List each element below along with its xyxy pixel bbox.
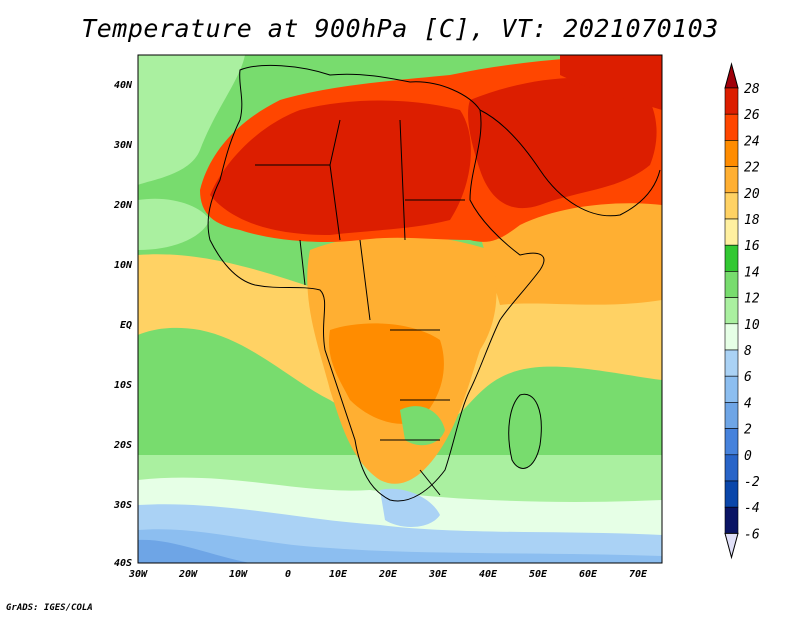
- lat-label: 30N: [113, 140, 133, 151]
- colorbar-top-arrow: [724, 62, 739, 89]
- lat-label: 20N: [113, 200, 133, 211]
- colorbar-swatch: [724, 218, 739, 246]
- colorbar-swatch: [724, 87, 739, 115]
- colorbar-swatch: [724, 244, 739, 272]
- plot-frame: [137, 54, 663, 564]
- colorbar-label: 18: [744, 213, 760, 228]
- lat-label: EQ: [120, 320, 132, 331]
- colorbar-label: 16: [744, 239, 760, 254]
- software-credit: GrADS: IGES/COLA: [6, 603, 93, 613]
- colorbar-swatch: [724, 166, 739, 194]
- colorbar-swatch: [724, 113, 739, 141]
- colorbar-label: 20: [744, 187, 760, 202]
- lon-label: 0: [285, 569, 291, 580]
- lat-label: 30S: [113, 500, 132, 511]
- colorbar-swatch: [724, 480, 739, 508]
- lon-label: 10E: [329, 569, 348, 580]
- colorbar-swatch: [724, 375, 739, 403]
- map-title: Temperature at 900hPa [C], VT: 202107010…: [81, 14, 719, 43]
- field-atlantic-cool-2: [138, 198, 210, 250]
- colorbar-swatch: [724, 428, 739, 456]
- lat-label: 40S: [114, 558, 132, 569]
- colorbar-label: 10: [744, 318, 760, 333]
- colorbar-label: 4: [744, 396, 752, 411]
- colorbar-swatch: [724, 323, 739, 351]
- colorbar-swatch: [724, 140, 739, 167]
- colorbar-label: -6: [744, 527, 760, 542]
- colorbar-label: 12: [744, 292, 760, 307]
- colorbar-label: 2: [744, 423, 752, 438]
- coastlines: [207, 64, 661, 502]
- lon-label: 20E: [378, 569, 398, 580]
- latitude-labels: 40N 30N 20N 10N EQ 10S 20S 30S 40S: [113, 80, 133, 569]
- lon-label: 10W: [229, 569, 248, 580]
- lon-label: 60E: [579, 569, 598, 580]
- lon-label: 30W: [128, 569, 148, 580]
- lon-label: 20W: [178, 569, 198, 580]
- colorbar-label: 8: [744, 344, 752, 359]
- colorbar-swatch: [724, 402, 739, 429]
- lat-label: 40N: [114, 80, 133, 91]
- colorbar-swatch: [724, 454, 739, 482]
- lat-label: 10N: [114, 260, 133, 271]
- colorbar-label: 6: [744, 370, 752, 385]
- colorbar-swatch: [724, 297, 739, 325]
- lon-label: 40E: [479, 569, 498, 580]
- field-cape-cool: [380, 488, 440, 527]
- colorbar-label: 0: [744, 449, 752, 464]
- colorbar-swatch: [724, 271, 739, 298]
- colorbar-label: 28: [744, 82, 760, 97]
- lat-label: 20S: [113, 440, 132, 451]
- colorbar-bottom-arrow: [724, 532, 739, 560]
- colorbar-label: 24: [744, 134, 760, 149]
- colorbar-swatch: [724, 349, 739, 377]
- lon-label: 50E: [529, 569, 548, 580]
- colorbar-label: 26: [744, 108, 760, 123]
- field-atlantic-cool: [138, 55, 245, 185]
- longitude-labels: 30W 20W 10W 0 10E 20E 30E 40E 50E 60E 70…: [128, 569, 648, 580]
- field-arabia-hot: [468, 77, 657, 209]
- colorbar-label: 14: [744, 265, 760, 280]
- field-southern-band-5: [138, 539, 250, 563]
- colorbar-swatch: [724, 192, 739, 220]
- field-iran-hot: [560, 55, 662, 110]
- temperature-field: [138, 55, 662, 563]
- colorbar-label: -2: [744, 475, 760, 490]
- colorbar-label: 22: [744, 161, 760, 176]
- field-madagascar: [508, 394, 542, 469]
- lon-label: 30E: [428, 569, 448, 580]
- field-central-africa-hot: [329, 323, 444, 424]
- lon-label: 70E: [629, 569, 648, 580]
- colorbar-swatch: [724, 506, 739, 534]
- field-south-africa-cool: [400, 406, 445, 446]
- lat-label: 10S: [114, 380, 132, 391]
- field-sahara-hot: [210, 100, 471, 235]
- colorbar-label: -4: [744, 501, 760, 516]
- field-southern-band-4: [138, 529, 662, 563]
